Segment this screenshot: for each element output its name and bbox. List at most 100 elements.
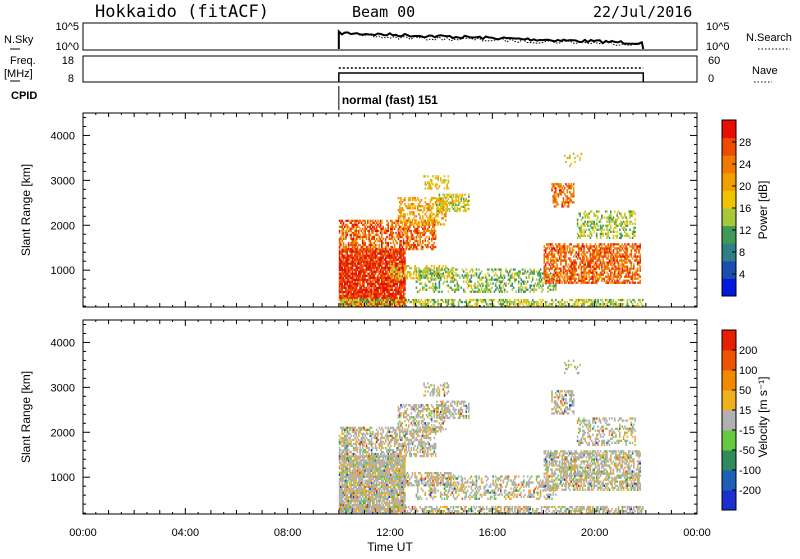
heatmap-cell: [426, 215, 428, 217]
heatmap-cell: [604, 263, 606, 265]
heatmap-cell: [441, 291, 443, 293]
heatmap-cell: [404, 257, 406, 259]
power-cells: [339, 153, 644, 308]
heatmap-cell: [601, 229, 603, 231]
freq-line: [339, 73, 643, 82]
heatmap-cell: [418, 199, 420, 201]
heatmap-cell: [570, 163, 572, 165]
heatmap-cell: [393, 273, 395, 275]
heatmap-cell: [544, 257, 546, 259]
heatmap-cell: [544, 261, 546, 263]
heatmap-cell: [595, 243, 597, 245]
heatmap-cell: [402, 221, 404, 223]
heatmap-cell: [449, 299, 451, 301]
heatmap-cell: [448, 268, 450, 270]
heatmap-cell: [373, 242, 375, 244]
heatmap-cell: [349, 275, 351, 277]
y-tick-label: 3000: [51, 175, 75, 187]
heatmap-cell: [639, 280, 641, 282]
heatmap-cell: [380, 238, 382, 240]
heatmap-cell: [577, 225, 579, 227]
heatmap-cell: [385, 238, 387, 240]
heatmap-cell: [393, 291, 395, 293]
heatmap-cell: [620, 257, 622, 259]
heatmap-cell: [581, 227, 583, 229]
heatmap-cell: [427, 246, 429, 248]
cpid-label: CPID: [11, 90, 37, 102]
heatmap-cell: [371, 295, 373, 297]
heatmap-cell: [403, 295, 405, 297]
heatmap-cell: [436, 204, 438, 206]
heatmap-cell: [480, 291, 482, 293]
heatmap-cell: [583, 247, 585, 249]
heatmap-cell: [597, 225, 599, 227]
heatmap-cell: [629, 237, 631, 239]
heatmap-cell: [521, 285, 523, 287]
heatmap-cell: [492, 270, 494, 272]
heatmap-cell: [559, 187, 561, 189]
heatmap-cell: [375, 273, 377, 275]
heatmap-cell: [633, 245, 635, 247]
heatmap-cell: [425, 228, 427, 230]
heatmap-cell: [570, 199, 572, 201]
heatmap-cell: [387, 224, 389, 226]
heatmap-cell: [639, 268, 641, 270]
heatmap-cell: [627, 221, 629, 223]
heatmap-cell: [421, 283, 423, 285]
heatmap-cell: [400, 242, 402, 244]
heatmap-cell: [400, 199, 402, 201]
heatmap-cell: [622, 223, 624, 225]
heatmap-cell: [570, 183, 572, 185]
heatmap-cell: [372, 281, 374, 283]
heatmap-cell: [391, 234, 393, 236]
heatmap-cell: [481, 287, 483, 289]
freq-strip: Freq. [MHz] 18 8 60 0 Nave: [4, 55, 778, 85]
heatmap-cell: [454, 285, 456, 287]
heatmap-cell: [358, 226, 360, 228]
heatmap-cell: [382, 226, 384, 228]
heatmap-cell: [473, 299, 475, 301]
heatmap-cell: [463, 281, 465, 283]
heatmap-cell: [593, 253, 595, 255]
heatmap-cell: [627, 299, 629, 301]
heatmap-cell: [561, 276, 563, 278]
heatmap-cell: [620, 276, 622, 278]
heatmap-cell: [419, 240, 421, 242]
heatmap-cell: [633, 247, 635, 249]
heatmap-cell: [356, 287, 358, 289]
date-title: 22/Jul/2016: [593, 3, 692, 21]
heatmap-cell: [570, 259, 572, 261]
heatmap-cell: [593, 221, 595, 223]
heatmap-cell: [623, 253, 625, 255]
heatmap-cell: [444, 181, 446, 183]
heatmap-cell: [340, 462, 342, 464]
heatmap-cell: [600, 221, 602, 223]
heatmap-cell: [404, 285, 406, 287]
heatmap-cell: [610, 270, 612, 272]
heatmap-cell: [620, 274, 622, 276]
heatmap-cell: [542, 283, 544, 285]
heatmap-cell: [413, 242, 415, 244]
heatmap-cell: [451, 279, 453, 281]
heatmap-cell: [364, 232, 366, 234]
heatmap-cell: [439, 285, 441, 287]
heatmap-cell: [638, 274, 640, 276]
heatmap-cell: [364, 244, 366, 246]
heatmap-cell: [564, 272, 566, 274]
heatmap-cell: [466, 301, 468, 303]
heatmap-cell: [583, 251, 585, 253]
heatmap-cell: [395, 226, 397, 228]
heatmap-cell: [413, 203, 415, 205]
heatmap-cell: [551, 268, 553, 270]
heatmap-cell: [379, 297, 381, 299]
heatmap-cell: [472, 270, 474, 272]
heatmap-cell: [448, 175, 450, 177]
heatmap-cell: [468, 200, 470, 202]
heatmap-cell: [431, 240, 433, 242]
heatmap-cell: [468, 194, 470, 196]
heatmap-cell: [367, 297, 369, 299]
heatmap-cell: [616, 237, 618, 239]
heatmap-cell: [352, 267, 354, 269]
heatmap-cell: [569, 257, 571, 259]
heatmap-cell: [627, 233, 629, 235]
